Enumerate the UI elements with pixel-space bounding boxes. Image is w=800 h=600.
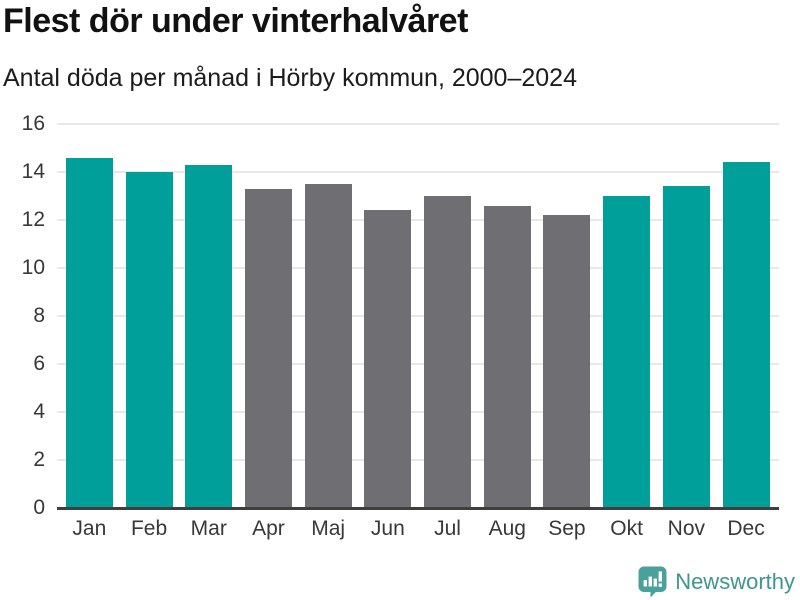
gridline — [57, 411, 779, 413]
y-axis-label: 10 — [21, 256, 45, 279]
x-axis-line — [57, 507, 779, 510]
bar-jan — [65, 157, 113, 508]
y-axis-label: 4 — [33, 400, 45, 423]
bar-feb — [125, 172, 173, 508]
y-axis-label: 12 — [21, 208, 45, 231]
x-axis-label-apr: Apr — [252, 517, 285, 540]
gridline — [57, 171, 779, 173]
bar-maj — [304, 184, 352, 508]
bar-aug — [483, 205, 531, 508]
y-axis-label: 14 — [21, 160, 45, 183]
x-axis-label-okt: Okt — [610, 517, 643, 540]
x-axis-label-feb: Feb — [130, 517, 168, 540]
x-axis-label-dec: Dec — [727, 517, 765, 540]
newsworthy-logo-icon — [638, 566, 667, 598]
x-axis-label-jun: Jun — [370, 517, 405, 540]
y-axis-label: 0 — [33, 496, 45, 519]
x-axis-label-jan: Jan — [72, 517, 107, 540]
gridline — [57, 267, 779, 269]
y-axis-label: 16 — [21, 112, 45, 135]
bar-nov — [662, 186, 710, 508]
x-axis-label-jul: Jul — [434, 517, 461, 540]
x-axis-label-sep: Sep — [548, 517, 586, 540]
chart-subtitle: Antal döda per månad i Hörby kommun, 200… — [3, 64, 577, 92]
bar-dec — [722, 162, 770, 508]
gridline — [57, 123, 779, 125]
y-axis-label: 2 — [33, 448, 45, 471]
gridline — [57, 219, 779, 221]
bar-okt — [603, 196, 651, 508]
bar-jun — [364, 210, 412, 508]
x-axis-label-mar: Mar — [190, 517, 227, 540]
bar-mar — [185, 164, 233, 508]
chart-title: Flest dör under vinterhalvåret — [3, 2, 468, 40]
bar-apr — [244, 188, 292, 508]
y-axis-label: 8 — [33, 304, 45, 327]
y-axis-label: 6 — [33, 352, 45, 375]
gridline — [57, 459, 779, 461]
x-axis-label-aug: Aug — [488, 517, 526, 540]
bar-sep — [543, 215, 591, 508]
branding-label: Newsworthy — [675, 569, 795, 594]
gridline — [57, 363, 779, 365]
gridline — [57, 315, 779, 317]
x-axis-label-maj: Maj — [311, 517, 346, 540]
bar-jul — [424, 196, 472, 508]
x-axis-label-nov: Nov — [667, 517, 706, 540]
branding: Newsworthy — [638, 565, 795, 599]
